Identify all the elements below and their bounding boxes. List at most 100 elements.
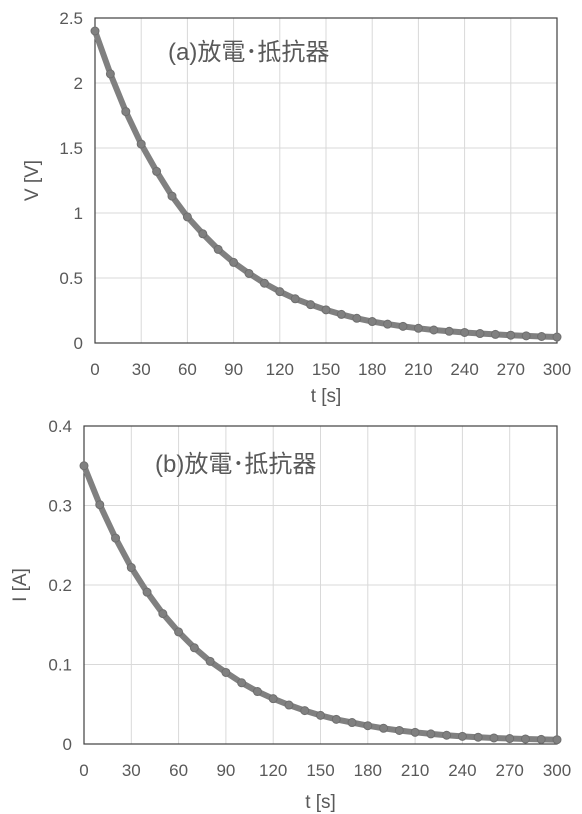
data-point <box>213 244 223 254</box>
data-point <box>300 706 310 716</box>
x-tick-label: 210 <box>401 761 429 780</box>
data-point <box>252 687 262 697</box>
x-tick-label: 90 <box>216 761 235 780</box>
chart-voltage: 0 30 60 90 120 150 180 210 240 270 300 0 0.5 1 1.5 2 2.5… <box>22 9 571 407</box>
data-point <box>552 332 562 342</box>
data-point <box>460 327 470 337</box>
data-point <box>537 332 547 341</box>
x-tick-label: 60 <box>178 360 197 379</box>
data-point <box>379 723 389 733</box>
data-point <box>290 294 300 304</box>
data-series <box>90 26 562 342</box>
x-tick-label: 300 <box>543 761 571 780</box>
data-point <box>520 734 530 744</box>
x-axis-label: t [s] <box>305 792 336 813</box>
x-tick-label: 30 <box>132 360 151 379</box>
data-point <box>336 309 346 319</box>
data-point <box>426 729 436 739</box>
chart-annotation: (b)放電･抵抗器 <box>155 451 316 478</box>
x-tick-label: 150 <box>312 360 340 379</box>
data-point <box>457 731 467 741</box>
y-tick-label: 1 <box>74 204 83 223</box>
data-point <box>111 533 121 543</box>
y-tick-label: 0.2 <box>48 576 72 595</box>
data-point <box>394 725 404 735</box>
data-point <box>506 330 516 340</box>
data-point <box>79 461 89 471</box>
plot-frame <box>94 17 558 344</box>
y-tick-label: 0 <box>74 334 83 353</box>
y-axis-label: V [V] <box>22 160 43 201</box>
data-point <box>413 323 423 333</box>
y-axis-label: I [A] <box>10 568 31 602</box>
data-point <box>174 627 184 637</box>
data-point <box>268 694 278 704</box>
data-point <box>521 331 531 341</box>
data-point <box>490 329 500 339</box>
x-tick-label: 270 <box>496 761 524 780</box>
y-tick-label: 2 <box>74 74 83 93</box>
data-series <box>79 461 562 745</box>
x-tick-label: 180 <box>354 761 382 780</box>
y-tick-label: 0.1 <box>48 656 72 675</box>
x-tick-label: 240 <box>450 360 478 379</box>
data-point <box>90 26 100 36</box>
data-point <box>383 319 393 329</box>
data-point <box>352 313 362 323</box>
y-tick-label: 0.3 <box>48 497 72 516</box>
data-point <box>167 191 177 201</box>
x-tick-label: 300 <box>543 360 571 379</box>
data-point <box>126 563 136 573</box>
data-point <box>275 287 285 297</box>
data-point <box>284 700 294 710</box>
data-point <box>410 727 420 737</box>
data-point <box>205 656 215 666</box>
x-tick-label: 30 <box>122 761 141 780</box>
data-point <box>237 678 247 688</box>
x-tick-label: 0 <box>79 761 88 780</box>
data-point <box>489 733 499 743</box>
data-point <box>429 325 439 335</box>
data-point <box>136 139 146 149</box>
data-point <box>442 730 452 740</box>
x-tick-label: 150 <box>306 761 334 780</box>
chart-current: 0 30 60 90 120 150 180 210 240 270 300 0 0.1 0.2 0.3 0.… <box>0 408 582 814</box>
y-tick-label: 0.4 <box>48 417 72 436</box>
data-point <box>321 305 331 315</box>
y-tick-label: 0.5 <box>59 269 83 288</box>
data-point <box>121 107 131 117</box>
data-point <box>221 667 231 677</box>
y-tick-label: 0 <box>63 735 72 754</box>
x-tick-label: 270 <box>497 360 525 379</box>
data-point <box>189 643 199 653</box>
x-axis-label: t [s] <box>311 386 342 407</box>
x-tick-label: 180 <box>358 360 386 379</box>
data-point <box>347 718 357 728</box>
x-tick-label: 90 <box>224 360 243 379</box>
data-point <box>475 329 485 339</box>
x-tick-label: 120 <box>266 360 294 379</box>
y-tick-label: 1.5 <box>59 139 83 158</box>
data-point <box>552 735 562 745</box>
x-tick-label: 0 <box>90 360 99 379</box>
data-point <box>244 268 254 278</box>
data-point <box>367 317 377 327</box>
chart-annotation: (a)放電･抵抗器 <box>168 39 329 66</box>
data-point <box>473 732 483 742</box>
data-point <box>229 257 239 267</box>
data-point <box>158 609 168 619</box>
y-tick-label: 2.5 <box>59 9 83 28</box>
data-point <box>95 500 105 510</box>
data-point <box>536 734 546 744</box>
data-point <box>259 278 269 288</box>
data-point <box>505 734 515 744</box>
x-tick-label: 240 <box>448 761 476 780</box>
data-point <box>444 326 454 336</box>
x-tick-label: 210 <box>404 360 432 379</box>
data-point <box>105 69 115 79</box>
data-point <box>142 587 152 597</box>
current-plot: 0 30 60 90 120 150 180 210 240 270 300 0 0.1 0.2 0.3 0.… <box>10 417 571 813</box>
plot-frame <box>83 425 558 745</box>
data-point <box>182 212 192 222</box>
data-point <box>316 710 325 720</box>
